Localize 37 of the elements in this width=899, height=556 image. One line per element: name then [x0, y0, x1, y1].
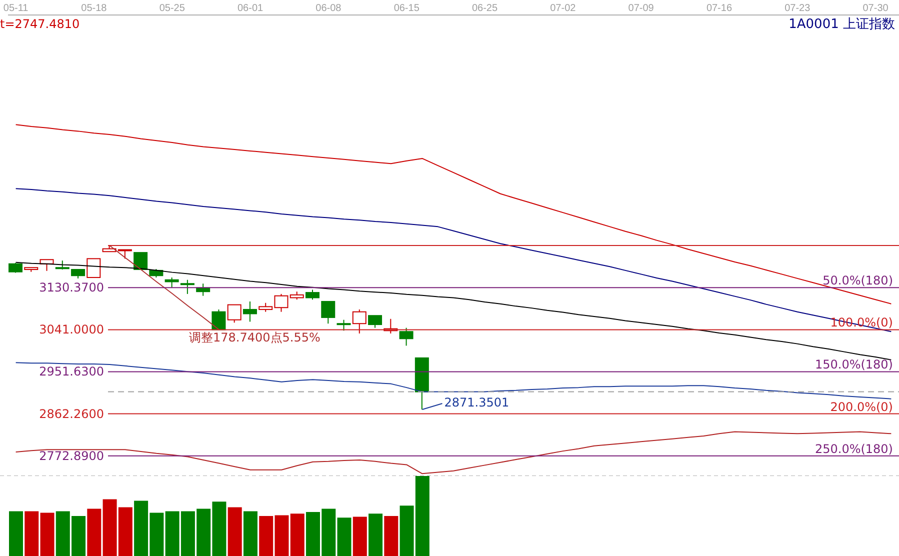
ref-line-label: 3041.0000: [39, 322, 104, 337]
ref-line-label: 2862.2600: [39, 406, 104, 421]
annotation: 200.0%(0): [830, 400, 893, 414]
bar: [228, 507, 242, 556]
bar: [337, 518, 352, 556]
bar: [384, 516, 398, 556]
annotation: 50.0%(180): [822, 274, 893, 288]
chart-title: 1A0001 上证指数: [788, 17, 895, 32]
x-tick-label: 07-09: [628, 3, 654, 14]
x-tick-label: 07-23: [784, 3, 811, 14]
bar: [9, 511, 23, 556]
x-tick-label: 05-25: [159, 3, 186, 14]
candlestick: [242, 300, 257, 322]
ref-line-label: 3130.3700: [39, 280, 104, 295]
ref-line-label: 2951.6300: [39, 364, 104, 379]
annotation: 150.0%(180): [814, 358, 893, 372]
x-tick-label: 05-11: [3, 3, 29, 14]
x-tick-label: 06-01: [238, 3, 264, 14]
ref-line-label: 2772.8900: [39, 448, 104, 463]
annotation: 250.0%(180): [814, 442, 893, 456]
annotation: t=2747.4810: [0, 17, 80, 31]
x-tick-label: 06-08: [316, 3, 342, 14]
bar: [352, 516, 367, 556]
x-tick-label: 07-16: [706, 3, 732, 14]
bar: [368, 514, 383, 556]
bar: [24, 511, 39, 556]
annotation: 2871.3501: [444, 396, 510, 410]
x-tick-label: 07-02: [550, 3, 576, 14]
x-tick-label: 07-30: [862, 3, 889, 14]
annotation: 调整178.7400点5.55%: [189, 330, 320, 345]
x-tick-label: 06-15: [394, 3, 420, 14]
bar: [40, 512, 54, 556]
bar: [243, 511, 258, 556]
bar: [87, 508, 102, 556]
x-tick-label: 06-25: [472, 3, 498, 14]
x-tick-label: 05-18: [81, 3, 108, 14]
bar: [290, 514, 304, 556]
